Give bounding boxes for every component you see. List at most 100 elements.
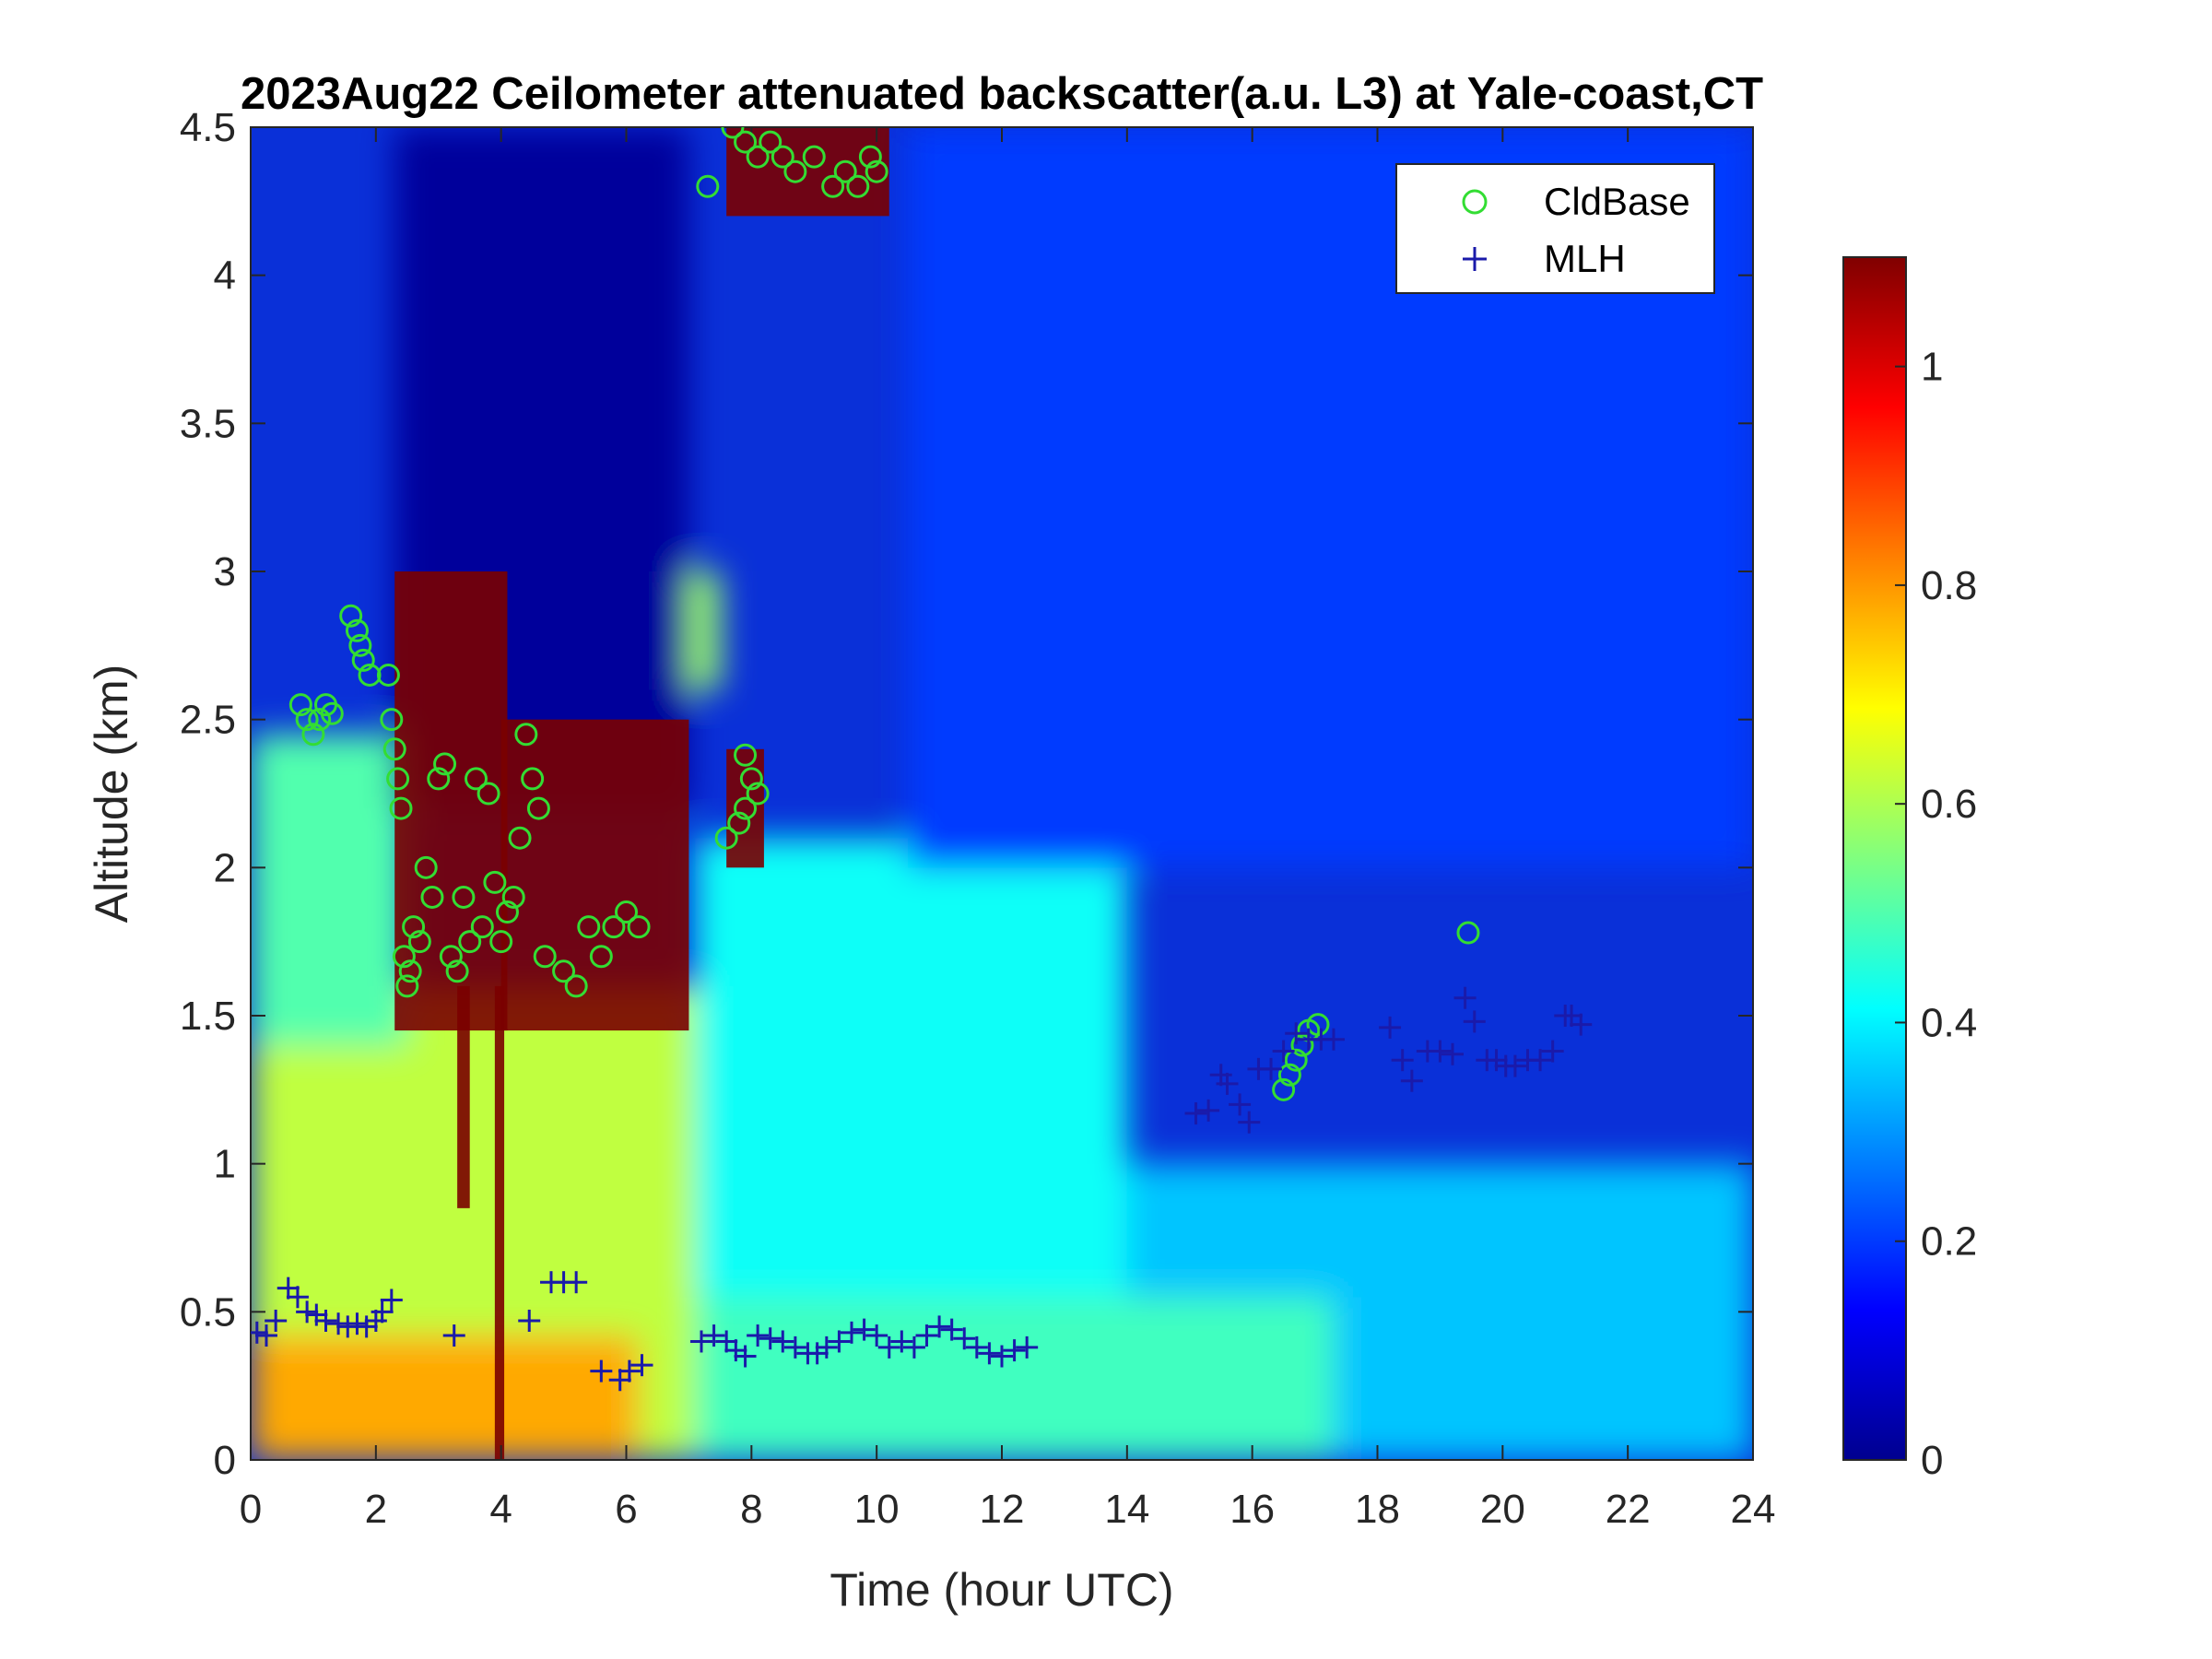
cldbase-point xyxy=(526,796,550,820)
mlh-point xyxy=(815,1335,838,1359)
cldbase-point xyxy=(420,885,444,909)
y-tick-label: 2.5 xyxy=(180,698,236,743)
cloud-region-5 xyxy=(726,748,764,868)
mlh-point xyxy=(1529,1049,1552,1072)
cldbase-point xyxy=(521,767,545,791)
mlh-point xyxy=(828,1330,851,1353)
cldbase-point xyxy=(295,708,319,732)
mlh-point xyxy=(251,1321,268,1344)
chart-title: 2023Aug22 Ceilometer attenuated backscat… xyxy=(241,69,1763,119)
cldbase-point xyxy=(858,145,882,169)
mlh-point xyxy=(1272,1040,1295,1063)
mlh-point xyxy=(1184,1102,1207,1125)
cldbase-point xyxy=(746,145,770,169)
cldbase-point xyxy=(508,826,532,850)
mlh-point xyxy=(314,1309,337,1332)
mlh-point xyxy=(690,1330,712,1353)
y-tick-label: 0 xyxy=(214,1438,236,1483)
cldbase-point xyxy=(1290,1033,1314,1057)
y-tick-label: 2 xyxy=(214,845,236,890)
cldbase-point xyxy=(386,767,410,791)
cldbase-point xyxy=(846,174,870,198)
mlh-point xyxy=(254,1324,277,1347)
mlh-point xyxy=(1560,1005,1583,1027)
x-tick-label: 0 xyxy=(240,1487,262,1532)
y-axis-label: Altitude (km) xyxy=(86,665,137,924)
mlh-point xyxy=(965,1335,988,1359)
cldbase-point xyxy=(433,752,457,776)
cldbase-point xyxy=(320,701,344,725)
mlh-point xyxy=(715,1330,738,1353)
cldbase-point xyxy=(533,945,557,969)
mlh-point xyxy=(953,1327,976,1350)
x-tick-label: 10 xyxy=(854,1487,900,1532)
cldbase-point xyxy=(1277,1063,1301,1087)
field-region-5 xyxy=(695,1297,1334,1460)
mlh-point xyxy=(1016,1335,1039,1359)
mlh-point xyxy=(747,1324,770,1347)
mlh-point xyxy=(518,1309,541,1332)
cldbase-point xyxy=(495,900,519,924)
mlh-point xyxy=(1453,986,1477,1009)
legend-mlh-label: MLH xyxy=(1544,237,1626,280)
cldbase-point xyxy=(746,782,770,806)
mlh-point xyxy=(1197,1099,1220,1122)
mlh-point xyxy=(1570,1013,1593,1036)
cldbase-point xyxy=(1306,1013,1330,1037)
y-axis: 0 0.5 1 1.5 2 2.5 3 3.5 4 4.5 xyxy=(180,105,1753,1483)
x-tick-label: 12 xyxy=(980,1487,1025,1532)
cloud-region-3 xyxy=(500,719,689,1031)
cldbase-point xyxy=(345,618,369,642)
cldbase-point xyxy=(339,604,363,628)
cldbase-point xyxy=(477,782,500,806)
field-region-1 xyxy=(251,1335,640,1460)
cldbase-point xyxy=(452,885,476,909)
mlh-point xyxy=(296,1300,319,1324)
mlh-point xyxy=(724,1339,747,1362)
legend-box xyxy=(1395,163,1715,294)
cldbase-point xyxy=(802,145,826,169)
mlh-point xyxy=(276,1277,300,1300)
mlh-point xyxy=(590,1359,613,1382)
mlh-point xyxy=(336,1315,359,1338)
mlh-point xyxy=(286,1286,309,1309)
mlh-point xyxy=(355,1315,378,1338)
cldbase-point xyxy=(445,959,469,983)
mlh-point xyxy=(940,1318,963,1341)
x-tick-label: 14 xyxy=(1104,1487,1149,1532)
mlh-point xyxy=(1463,1010,1486,1033)
mlh-point xyxy=(442,1324,465,1347)
x-tick-label: 18 xyxy=(1355,1487,1400,1532)
heatmap-field xyxy=(251,127,1753,1460)
cldbase-point xyxy=(358,663,382,687)
mlh-point xyxy=(841,1321,863,1344)
mlh-point xyxy=(1541,1040,1564,1063)
mlh-point xyxy=(327,1312,350,1335)
mlh-point xyxy=(630,1354,653,1377)
mlh-point xyxy=(853,1318,876,1341)
cldbase-point xyxy=(382,737,406,761)
cldbase-point xyxy=(427,767,451,791)
mlh-point xyxy=(1322,1028,1345,1051)
field-region-6 xyxy=(688,571,721,690)
mlh-point xyxy=(305,1303,328,1326)
cldbase-point xyxy=(402,915,426,939)
y-tick-label: 4.5 xyxy=(180,105,236,150)
mlh-point xyxy=(759,1327,782,1350)
mlh-point xyxy=(608,1369,631,1392)
cldbase-point xyxy=(552,959,576,983)
cldbase-point xyxy=(759,130,782,154)
legend-cldbase-label: CldBase xyxy=(1544,180,1690,223)
x-tick-label: 20 xyxy=(1480,1487,1525,1532)
mlh-point xyxy=(265,1309,288,1332)
cldbase-point xyxy=(439,945,463,969)
mlh-point xyxy=(1216,1072,1239,1095)
cldbase-point xyxy=(501,885,525,909)
cloud-region-2 xyxy=(494,985,505,1460)
cldbase-point xyxy=(727,811,751,835)
cldbase-point xyxy=(739,767,763,791)
mlh-point xyxy=(978,1342,1001,1365)
cldbase-point xyxy=(348,633,372,657)
cldbase-point xyxy=(589,945,613,969)
